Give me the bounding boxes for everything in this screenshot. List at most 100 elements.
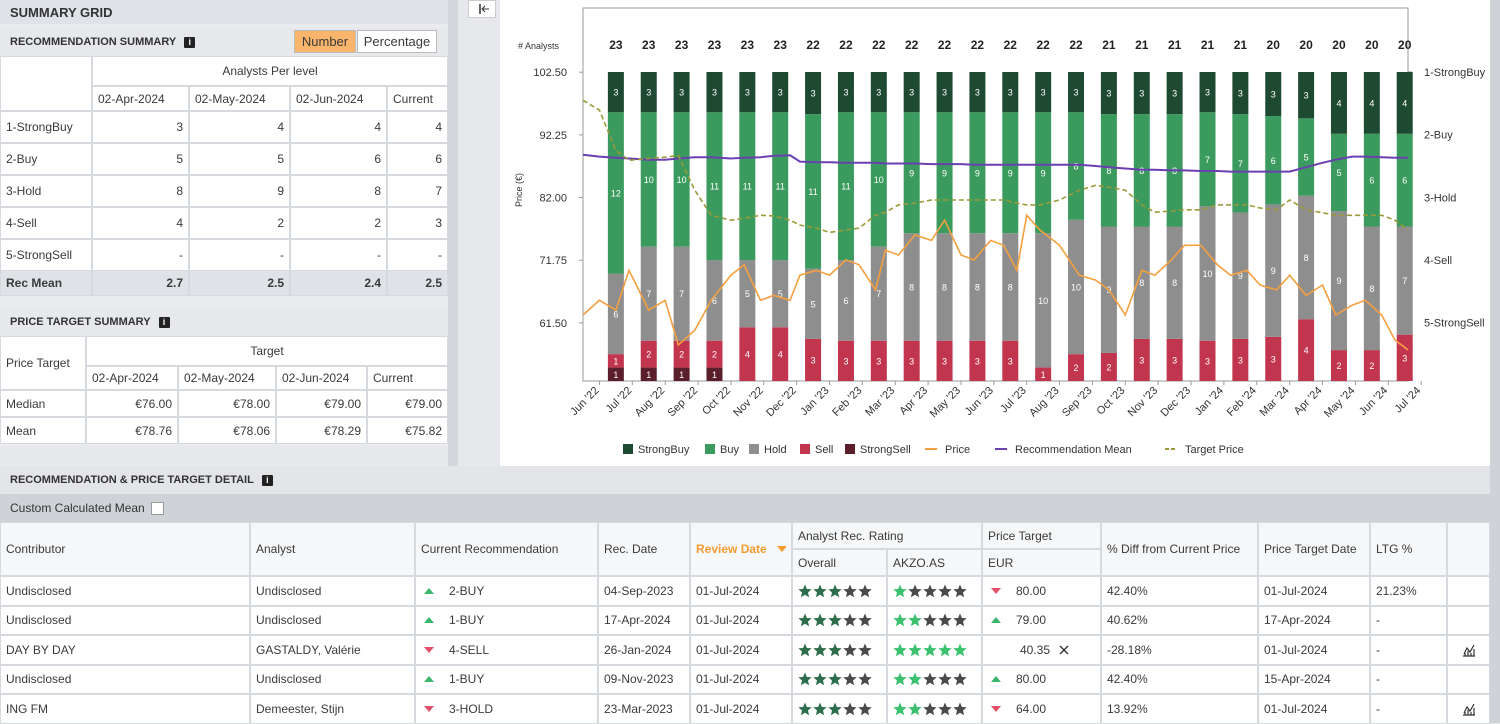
column-header[interactable]: Current Recommendation — [415, 522, 598, 576]
column-header[interactable]: Contributor — [0, 522, 250, 576]
column-header[interactable]: Rec. Date — [598, 522, 690, 576]
star — [813, 584, 827, 597]
bar-segment — [1035, 233, 1052, 368]
column-header[interactable]: Overall — [792, 549, 887, 576]
column-header[interactable]: LTG % — [1370, 522, 1447, 576]
analyst-count: 22 — [971, 38, 985, 52]
star-rating — [798, 584, 872, 597]
bar-segment — [607, 354, 624, 368]
rating-cell — [887, 576, 982, 606]
chart-icon[interactable] — [1462, 643, 1476, 657]
segment-label: 2 — [679, 350, 684, 360]
column-header[interactable]: EUR — [982, 549, 1101, 576]
segment-label: 7 — [1402, 276, 1407, 286]
analyst-count: 22 — [1004, 38, 1018, 52]
info-icon[interactable]: i — [184, 36, 196, 48]
bar-segment — [1100, 114, 1117, 227]
segment-label: 1 — [712, 370, 717, 380]
checkbox[interactable] — [150, 501, 164, 515]
x-tick-label: Jan '24 — [1193, 385, 1226, 418]
sort-triangle — [776, 546, 786, 552]
pt-date-cell-text: 17-Apr-2024 — [1264, 613, 1331, 628]
sort-icon — [776, 546, 786, 552]
star-rating — [893, 702, 967, 715]
row-header-text: Price Target — [6, 356, 70, 370]
column-header-text: LTG % — [1376, 542, 1413, 556]
scrollbar[interactable] — [1490, 0, 1500, 723]
bar-segment — [673, 246, 690, 341]
star-rating — [798, 672, 872, 686]
icon-cell[interactable] — [1447, 635, 1490, 665]
y-axis-label: Price (€) — [514, 173, 524, 207]
mean-value-text: 2.7 — [166, 276, 183, 290]
price-target-cell: 80.00 — [982, 576, 1101, 606]
column-header[interactable]: AKZO.AS — [887, 549, 982, 576]
column-header[interactable]: Price Target Date — [1258, 522, 1370, 576]
price-target-cell: 80.00 — [982, 664, 1101, 695]
toggle-button[interactable]: Number — [294, 30, 356, 53]
analyst-count: 22 — [1036, 38, 1050, 52]
star — [893, 643, 907, 656]
column-header-text: AKZO.AS — [893, 555, 946, 570]
icon-cell — [1447, 664, 1490, 695]
bar-segment — [1133, 72, 1150, 115]
legend-swatch — [845, 444, 855, 454]
segment-label: 6 — [712, 296, 717, 306]
value-cell: 8 — [290, 175, 387, 207]
value-cell: 4 — [92, 207, 189, 239]
toggle-button[interactable]: Percentage — [357, 30, 437, 53]
pt-date-cell: 01-Jul-2024 — [1258, 576, 1370, 606]
segment-label: 3 — [942, 356, 947, 366]
price-target-cell: 79.00 — [982, 605, 1101, 636]
pt-date-cell-text: 01-Jul-2024 — [1264, 642, 1328, 657]
detail-section: RECOMMENDATION & PRICE TARGET DETAIL i Cu… — [0, 466, 1490, 724]
column-header[interactable]: Analyst Rec. Rating — [792, 522, 982, 549]
segment-label: 3 — [1304, 91, 1309, 101]
row-label: 3-Hold — [0, 175, 92, 207]
value-cell: 7 — [387, 175, 448, 207]
ltg-cell-text: - — [1376, 701, 1380, 716]
info-icon[interactable]: i — [261, 474, 273, 486]
segment-label: 10 — [677, 175, 687, 185]
bar-segment — [1002, 233, 1019, 341]
star — [828, 584, 842, 597]
value-cell: - — [92, 239, 189, 271]
value-cell: 4 — [387, 111, 448, 143]
x-tick-label: Sep '23 — [1060, 385, 1095, 420]
bar-segment — [936, 233, 953, 341]
ltg-cell: - — [1370, 635, 1447, 665]
segment-label: 8 — [1074, 162, 1079, 172]
column-header — [1447, 522, 1490, 576]
line-series — [582, 99, 1409, 234]
icon-cell[interactable] — [1447, 694, 1490, 724]
segment-label: 3 — [1008, 88, 1013, 98]
star — [798, 672, 812, 686]
column-header[interactable]: Price Target — [982, 522, 1101, 549]
column-header[interactable]: Analyst — [250, 522, 415, 576]
chart-icon[interactable] — [1462, 702, 1476, 716]
column-header[interactable]: Review Date — [690, 522, 792, 576]
segment-label: 1 — [679, 370, 684, 380]
segment-label: 3 — [1205, 88, 1210, 98]
column-header[interactable]: % Diff from Current Price — [1101, 522, 1258, 576]
y2-tick-label: 1-StrongBuy — [1424, 67, 1486, 79]
segment-label: 1 — [646, 370, 651, 380]
column-header-text: 02-Apr-2024 — [92, 371, 159, 385]
info-icon[interactable]: i — [158, 316, 170, 328]
pt-date-cell-text: 01-Jul-2024 — [1264, 583, 1328, 598]
star — [938, 702, 952, 715]
bar-segment — [706, 340, 723, 368]
collapse-button[interactable] — [468, 0, 496, 18]
star-rating — [893, 643, 967, 656]
review-date-cell: 01-Jul-2024 — [690, 664, 792, 695]
star — [938, 584, 952, 597]
diff-cell: 42.40% — [1101, 664, 1258, 695]
segment-label: 3 — [909, 356, 914, 366]
segment-label: 12 — [611, 188, 621, 198]
recommendation-cell: 2-BUY — [415, 576, 598, 606]
analyst-count: 22 — [806, 38, 820, 52]
bar-segment — [870, 72, 887, 113]
analyst-count: 23 — [741, 38, 755, 52]
review-date-cell-text: 01-Jul-2024 — [696, 642, 760, 657]
value-cell-text: 8 — [374, 184, 381, 198]
